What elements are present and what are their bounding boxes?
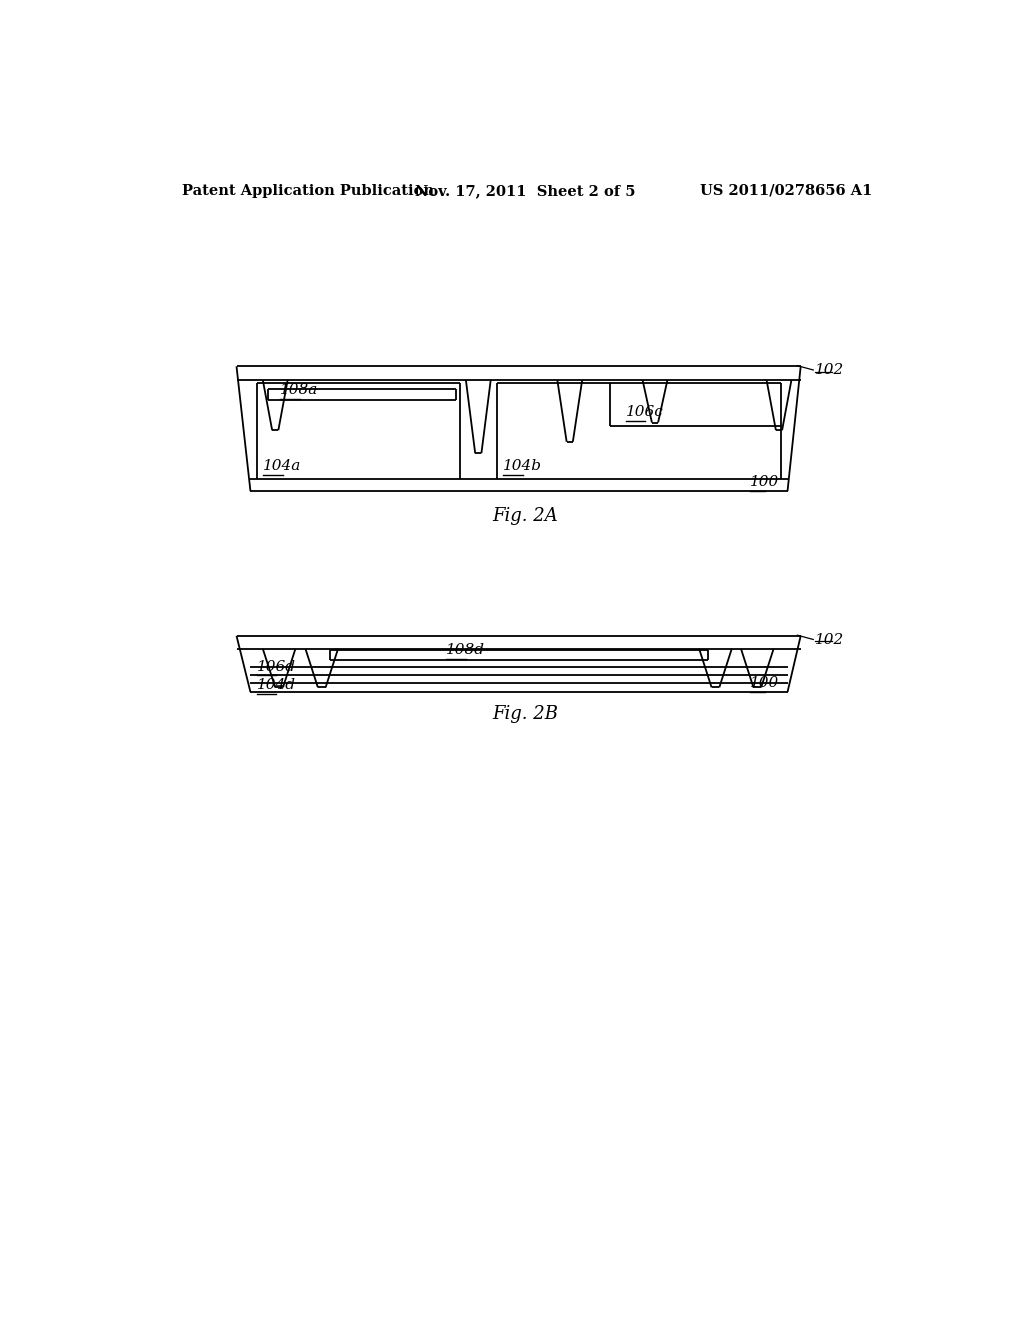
Text: 104a: 104a xyxy=(263,459,301,474)
Text: 100: 100 xyxy=(751,676,779,690)
Text: US 2011/0278656 A1: US 2011/0278656 A1 xyxy=(699,183,872,198)
Text: Fig. 2B: Fig. 2B xyxy=(492,705,558,723)
Text: 104b: 104b xyxy=(503,459,542,474)
Text: 100: 100 xyxy=(751,475,779,490)
Text: 108a: 108a xyxy=(280,383,318,397)
Text: 104d: 104d xyxy=(257,678,296,692)
Text: 108d: 108d xyxy=(445,643,484,657)
Text: Fig. 2A: Fig. 2A xyxy=(492,507,558,525)
Text: Nov. 17, 2011  Sheet 2 of 5: Nov. 17, 2011 Sheet 2 of 5 xyxy=(415,183,635,198)
Text: 102: 102 xyxy=(815,632,844,647)
Text: 106d: 106d xyxy=(257,660,296,673)
Text: Patent Application Publication: Patent Application Publication xyxy=(182,183,434,198)
Text: 102: 102 xyxy=(815,363,844,378)
Text: 106c: 106c xyxy=(626,405,664,420)
